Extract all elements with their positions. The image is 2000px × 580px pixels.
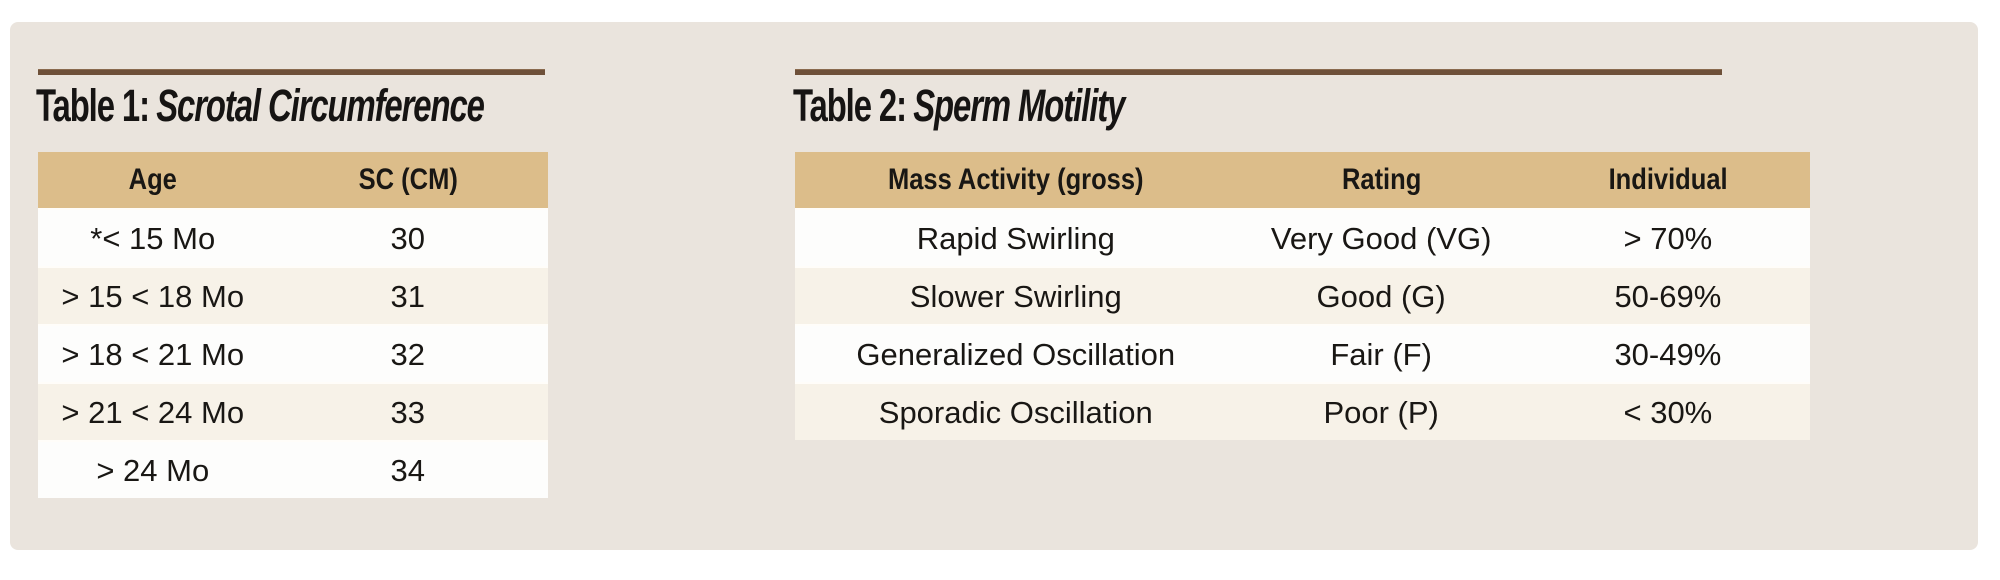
table-row: Sporadic Oscillation Poor (P) < 30% bbox=[795, 382, 1810, 440]
table2-rating-value: Good (G) bbox=[1316, 278, 1446, 314]
table1-age-value: > 24 Mo bbox=[96, 452, 210, 488]
table2-rating-value: Fair (F) bbox=[1330, 336, 1432, 372]
table1-header-row: Age SC (CM) bbox=[38, 152, 548, 208]
table2-rating-value: Poor (P) bbox=[1323, 394, 1439, 430]
table2-rating-value: Very Good (VG) bbox=[1270, 220, 1492, 256]
table2-title-name: Sperm Motility bbox=[913, 80, 1125, 131]
table1-age-value: *< 15 Mo bbox=[90, 220, 216, 256]
table-row: > 24 Mo 34 bbox=[38, 440, 548, 498]
table1-sc-value: 31 bbox=[390, 278, 425, 314]
table-row: Generalized Oscillation Fair (F) 30-49% bbox=[795, 324, 1810, 382]
table2-individual-value: < 30% bbox=[1623, 394, 1713, 430]
table1-scrotal-circumference: Age SC (CM) *< 15 Mo 30 > 15 < 18 Mo 31 … bbox=[38, 152, 548, 498]
table2-title-prefix: Table 2: bbox=[793, 80, 907, 131]
table2-mass-activity-value: Sporadic Oscillation bbox=[878, 394, 1153, 430]
table2-individual-value: > 70% bbox=[1623, 220, 1713, 256]
table-row: > 15 < 18 Mo 31 bbox=[38, 266, 548, 324]
table1-sc-value: 32 bbox=[390, 336, 425, 372]
table2-mass-activity-value: Slower Swirling bbox=[909, 278, 1122, 314]
table-row: Slower Swirling Good (G) 50-69% bbox=[795, 266, 1810, 324]
table1-title-name: Scrotal Circumference bbox=[156, 80, 485, 131]
table1-top-rule bbox=[38, 69, 545, 75]
table1-title-prefix: Table 1: bbox=[36, 80, 150, 131]
table2-sperm-motility: Mass Activity (gross) Rating Individual … bbox=[795, 152, 1810, 440]
table1-sc-value: 30 bbox=[390, 220, 425, 256]
table2-header-row: Mass Activity (gross) Rating Individual bbox=[795, 152, 1810, 208]
table2-mass-activity-value: Generalized Oscillation bbox=[856, 336, 1176, 372]
table2-individual-value: 50-69% bbox=[1614, 278, 1722, 314]
table1-header-age: Age bbox=[128, 163, 177, 196]
table-row: > 18 < 21 Mo 32 bbox=[38, 324, 548, 382]
table2-header-individual: Individual bbox=[1608, 163, 1728, 196]
table2-top-rule bbox=[795, 69, 1722, 75]
table2-individual-value: 30-49% bbox=[1614, 336, 1722, 372]
table2-mass-activity-value: Rapid Swirling bbox=[916, 220, 1115, 256]
table-row: *< 15 Mo 30 bbox=[38, 208, 548, 266]
table2-header-mass-activity: Mass Activity (gross) bbox=[887, 163, 1144, 196]
table1-sc-value: 33 bbox=[390, 394, 425, 430]
table1-title: Table 1: Scrotal Circumference bbox=[36, 80, 485, 132]
table-row: Rapid Swirling Very Good (VG) > 70% bbox=[795, 208, 1810, 266]
table1-header-sc: SC (CM) bbox=[358, 163, 458, 196]
table1-age-value: > 15 < 18 Mo bbox=[61, 278, 245, 314]
table1-sc-value: 34 bbox=[390, 452, 425, 488]
table-row: > 21 < 24 Mo 33 bbox=[38, 382, 548, 440]
table1-age-value: > 18 < 21 Mo bbox=[61, 336, 245, 372]
table2-header-rating: Rating bbox=[1341, 163, 1421, 196]
table1-age-value: > 21 < 24 Mo bbox=[61, 394, 245, 430]
table2-title: Table 2: Sperm Motility bbox=[793, 80, 1125, 132]
